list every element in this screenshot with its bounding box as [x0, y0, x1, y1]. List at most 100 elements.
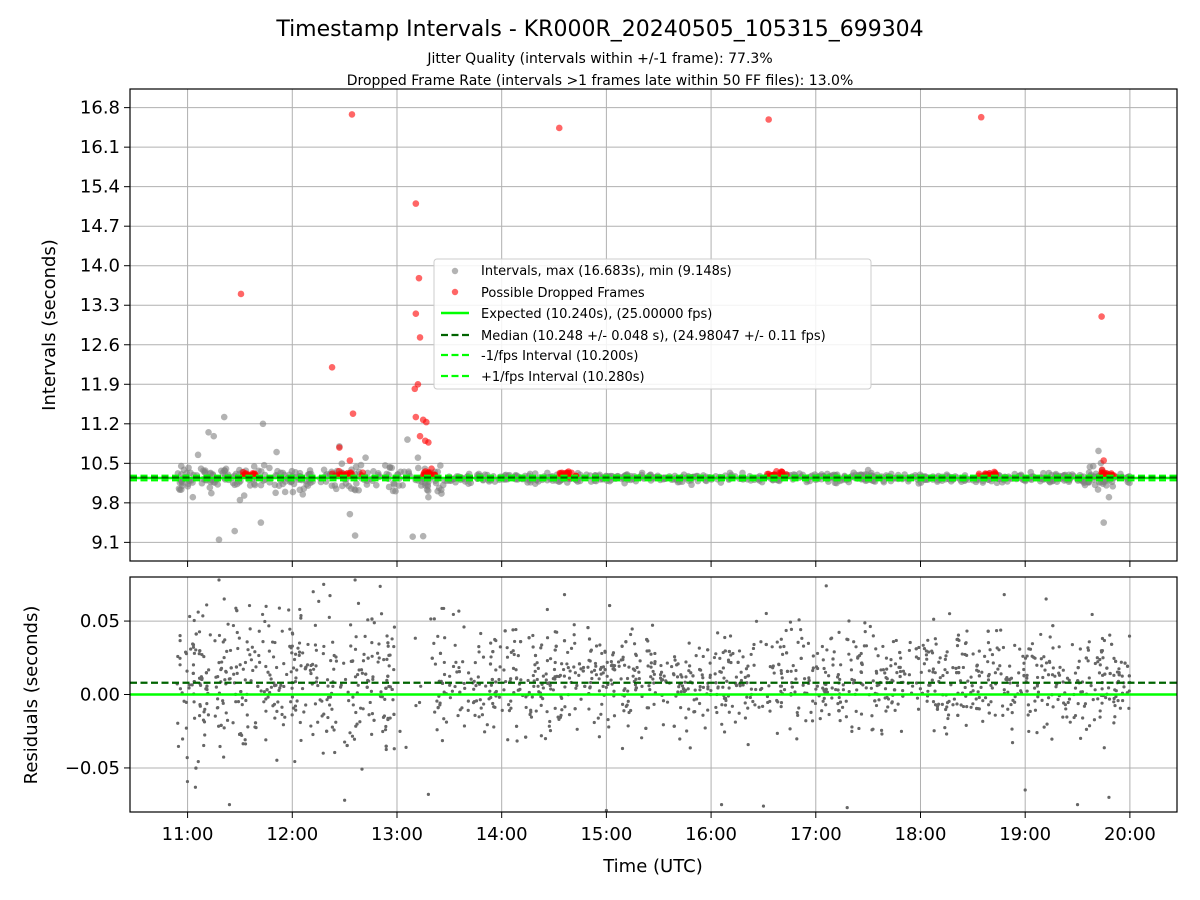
residual-point [320, 699, 324, 703]
residual-point [1101, 656, 1105, 660]
residual-point [332, 667, 336, 671]
residual-point [217, 578, 221, 582]
residual-point [432, 641, 436, 645]
residual-point [943, 726, 947, 730]
residual-point [945, 732, 949, 736]
residual-point [1121, 698, 1125, 703]
residual-point [849, 658, 853, 662]
residual-point [185, 779, 190, 784]
chart-subtitle-dropped: Dropped Frame Rate (intervals >1 frames … [347, 73, 854, 89]
residual-point [856, 656, 860, 660]
residual-point [1102, 746, 1106, 750]
residual-point [1110, 642, 1114, 646]
residual-point [789, 627, 794, 631]
residual-point [205, 603, 209, 607]
residual-point [560, 708, 564, 712]
residual-point [384, 744, 388, 748]
residual-point [764, 611, 768, 616]
residual-point [332, 653, 336, 658]
residual-point [248, 653, 252, 657]
residual-point [541, 674, 545, 678]
residual-point [254, 665, 258, 669]
residual-point [1051, 666, 1055, 670]
residual-point [260, 612, 265, 617]
residual-point [1075, 803, 1080, 807]
residual-point [713, 672, 717, 676]
residual-point [455, 670, 459, 674]
residual-point [1028, 709, 1032, 714]
residual-point [651, 669, 655, 674]
residual-point [649, 675, 653, 679]
residual-point [267, 624, 271, 628]
residual-point [466, 671, 471, 675]
residual-point [914, 681, 919, 685]
residual-point [234, 665, 239, 669]
legend-frame [433, 258, 872, 390]
interval-point [260, 461, 268, 469]
residual-point [889, 664, 893, 668]
residual-point [838, 700, 843, 704]
residual-point [191, 671, 195, 675]
residual-point [903, 672, 907, 676]
residual-point [1030, 654, 1034, 658]
residual-point [646, 664, 650, 668]
residual-point [824, 703, 828, 707]
residual-point [1114, 689, 1118, 693]
residual-point [1035, 663, 1039, 667]
residual-point [1051, 624, 1055, 628]
residual-point [698, 684, 702, 689]
residual-point [745, 695, 749, 699]
residual-point [343, 798, 347, 802]
residual-point [560, 696, 564, 700]
interval-point [273, 448, 280, 456]
residual-point [493, 637, 497, 642]
interval-point [1091, 481, 1099, 489]
residual-point [191, 663, 196, 667]
residual-point [1051, 646, 1055, 650]
residual-point [526, 678, 530, 683]
residual-point [566, 650, 570, 655]
residual-point [616, 660, 621, 664]
residual-point [693, 688, 697, 692]
residual-point [779, 684, 784, 688]
residual-point [271, 704, 275, 708]
residual-point [954, 666, 958, 670]
residual-point [716, 685, 720, 689]
residual-point [935, 705, 940, 709]
residual-point [494, 668, 498, 672]
residual-point [876, 654, 880, 658]
residual-point [944, 707, 948, 712]
residual-point [1053, 674, 1057, 678]
residual-point [384, 686, 388, 690]
residual-point [815, 684, 819, 688]
residual-point [192, 651, 197, 655]
residual-point [440, 606, 444, 611]
residual-point [687, 669, 691, 673]
residual-point [617, 664, 621, 668]
residual-point [706, 648, 710, 652]
residual-point [822, 666, 826, 671]
residual-point [980, 670, 984, 674]
residual-point [709, 688, 713, 693]
residual-point [728, 634, 733, 638]
residual-point [541, 697, 545, 701]
interval-point [187, 469, 194, 477]
residual-point [859, 712, 864, 716]
residual-point [350, 734, 355, 738]
residual-point [295, 668, 299, 672]
dropped-frame-point [775, 469, 783, 477]
residual-point [220, 660, 224, 664]
residual-point [1106, 686, 1111, 690]
residual-point [277, 606, 281, 610]
residual-point [701, 676, 705, 680]
residual-point [386, 644, 390, 648]
residual-point [328, 703, 332, 707]
x-tick-label: 11:00 [162, 824, 214, 845]
residual-point [562, 593, 567, 597]
dropped-frame-point [240, 471, 248, 479]
residual-point [250, 645, 254, 649]
residual-point [536, 684, 540, 688]
residual-point [737, 711, 741, 715]
residual-point [799, 628, 803, 632]
